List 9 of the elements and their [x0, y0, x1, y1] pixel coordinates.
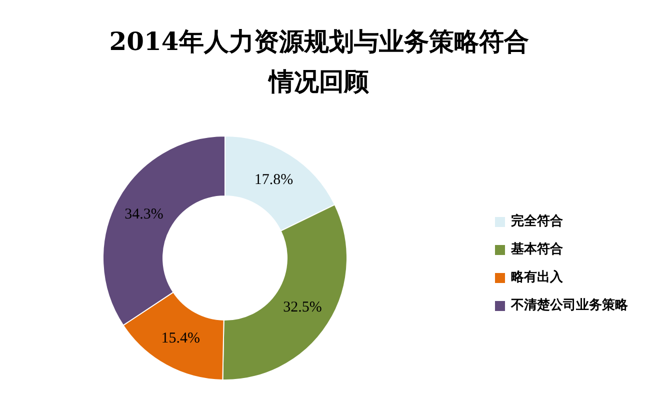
- legend-label: 不清楚公司业务策略: [511, 297, 628, 315]
- legend-label: 基本符合: [511, 241, 563, 259]
- data-label: 15.4%: [161, 330, 200, 347]
- data-label: 17.8%: [254, 172, 294, 188]
- data-label: 32.5%: [283, 300, 322, 316]
- legend-label: 略有出入: [511, 268, 563, 287]
- legend-label: 完全符合: [511, 212, 563, 231]
- data-label: 34.3%: [124, 206, 164, 222]
- chart-title: 2014年人力资源规划与业务策略符合情况回顾: [108, 26, 530, 98]
